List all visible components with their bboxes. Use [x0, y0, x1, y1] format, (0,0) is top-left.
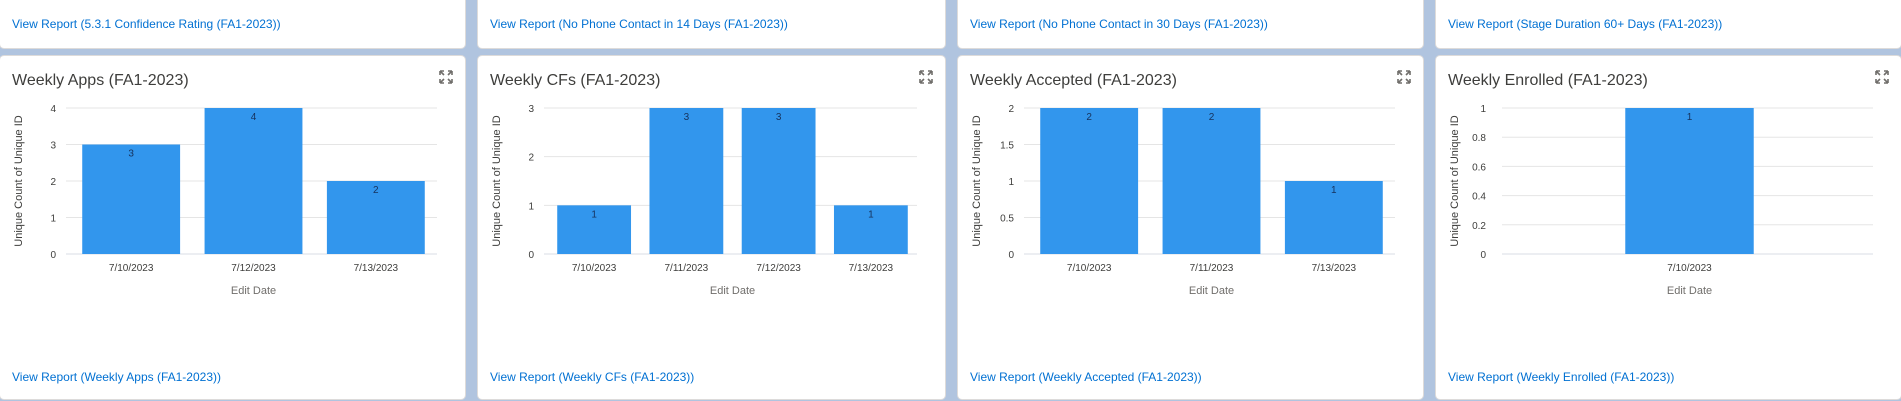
x-axis-label: Edit Date: [231, 285, 276, 297]
view-report-link[interactable]: View Report (Weekly CFs (FA1-2023)): [490, 370, 695, 384]
x-tick-label: 7/13/2023: [849, 263, 894, 274]
x-tick-label: 7/11/2023: [1190, 263, 1234, 274]
expand-icon[interactable]: [919, 70, 933, 84]
bar-chart: Unique Count of Unique ID 0 1 2 3 1 7/10/2023 3…: [491, 104, 917, 297]
bar-7/12/2023: [741, 108, 816, 254]
x-tick-label: 7/12/2023: [756, 263, 801, 274]
y-tick-label: 2: [528, 153, 534, 164]
bar-value-label: 2: [1209, 112, 1215, 123]
y-tick-label: 3: [50, 141, 56, 152]
y-tick-label: 0.5: [1000, 214, 1014, 225]
y-tick-label: 4: [50, 104, 56, 115]
expand-icon[interactable]: [1397, 70, 1411, 84]
card-title: Weekly Apps (FA1-2023): [12, 72, 189, 89]
top-card-no-phone-14: View Report (No Phone Contact in 14 Days…: [478, 0, 945, 48]
bar-chart: Unique Count of Unique ID 0 0.5 1 1.5 2 2 7/10/…: [971, 104, 1395, 297]
expand-icon[interactable]: [1875, 70, 1889, 84]
y-tick-label: 0: [50, 250, 56, 261]
y-tick-label: 0: [528, 250, 534, 261]
bar-7/11/2023: [649, 108, 724, 254]
bar-value-label: 2: [1086, 112, 1092, 123]
bar-7/10/2023: [1040, 108, 1139, 254]
bar-value-label: 3: [776, 112, 782, 123]
x-tick-label: 7/12/2023: [231, 263, 276, 274]
chart-card-weekly-accepted: Weekly Accepted (FA1-2023) Unique Count …: [958, 56, 1423, 399]
y-tick-label: 0.2: [1472, 221, 1486, 232]
bar-value-label: 4: [251, 112, 257, 123]
y-tick-label: 3: [528, 104, 534, 115]
card-title: Weekly Enrolled (FA1-2023): [1448, 72, 1648, 89]
y-tick-label: 0: [1008, 250, 1014, 261]
bar-value-label: 1: [868, 209, 874, 220]
view-report-link[interactable]: View Report (Weekly Enrolled (FA1-2023)): [1448, 370, 1675, 384]
y-axis-label: Unique Count of Unique ID: [491, 115, 503, 247]
x-tick-label: 7/10/2023: [572, 263, 617, 274]
bar-value-label: 3: [684, 112, 690, 123]
bar-value-label: 1: [1331, 185, 1337, 196]
bar-value-label: 3: [128, 149, 134, 160]
bar-7/10/2023: [557, 205, 632, 254]
y-tick-label: 2: [50, 177, 56, 188]
bar-chart: Unique Count of Unique ID 0 1 2 3 4 3 7/10/2023…: [13, 104, 437, 297]
bar-7/13/2023: [1284, 181, 1383, 254]
expand-icon[interactable]: [439, 70, 453, 84]
view-report-link-no-phone-14[interactable]: View Report (No Phone Contact in 14 Days…: [490, 17, 788, 31]
bar-value-label: 1: [1687, 112, 1693, 123]
x-axis-label: Edit Date: [1189, 285, 1234, 297]
y-tick-label: 0: [1480, 250, 1486, 261]
top-card-stage-duration: View Report (Stage Duration 60+ Days (FA…: [1436, 0, 1901, 48]
x-tick-label: 7/13/2023: [1312, 263, 1357, 274]
top-card-confidence-rating: View Report (5.3.1 Confidence Rating (FA…: [0, 0, 465, 48]
y-tick-label: 2: [1008, 104, 1014, 115]
y-axis-label: Unique Count of Unique ID: [971, 115, 983, 247]
bar-7/10/2023: [82, 144, 181, 254]
bar-7/11/2023: [1162, 108, 1261, 254]
x-tick-label: 7/10/2023: [109, 263, 154, 274]
x-tick-label: 7/10/2023: [1067, 263, 1112, 274]
chart-cards-row: Weekly Apps (FA1-2023) Unique Count of U…: [0, 56, 1901, 401]
bar-7/12/2023: [204, 108, 303, 254]
y-tick-label: 0.8: [1472, 133, 1486, 144]
view-report-link-no-phone-30[interactable]: View Report (No Phone Contact in 30 Days…: [970, 17, 1268, 31]
top-card-no-phone-30: View Report (No Phone Contact in 30 Days…: [958, 0, 1423, 48]
chart-card-weekly-cfs: Weekly CFs (FA1-2023) Unique Count of Un…: [478, 56, 945, 399]
card-title: Weekly CFs (FA1-2023): [490, 72, 661, 89]
x-tick-label: 7/11/2023: [665, 263, 709, 274]
x-axis-label: Edit Date: [1667, 285, 1712, 297]
x-axis-label: Edit Date: [710, 285, 755, 297]
bar-chart: Unique Count of Unique ID 0 0.2 0.4 0.6 0.8 1 1…: [1449, 104, 1873, 297]
view-report-link[interactable]: View Report (Weekly Apps (FA1-2023)): [12, 370, 221, 384]
bar-value-label: 1: [591, 209, 597, 220]
y-axis-label: Unique Count of Unique ID: [1449, 115, 1461, 247]
chart-card-weekly-enrolled: Weekly Enrolled (FA1-2023) Unique Count …: [1436, 56, 1901, 399]
top-row-cards: View Report (5.3.1 Confidence Rating (FA…: [0, 0, 1901, 48]
bar-7/13/2023: [326, 181, 425, 254]
y-tick-label: 1: [1008, 177, 1014, 188]
x-tick-label: 7/10/2023: [1667, 263, 1712, 274]
x-tick-label: 7/13/2023: [354, 263, 399, 274]
y-tick-label: 1: [50, 214, 56, 225]
chart-card-weekly-apps: Weekly Apps (FA1-2023) Unique Count of U…: [0, 56, 465, 399]
y-tick-label: 0.6: [1472, 162, 1486, 173]
bar-7/13/2023: [833, 205, 908, 254]
bar-7/10/2023: [1625, 108, 1754, 254]
y-tick-label: 1: [1480, 104, 1486, 115]
bar-value-label: 2: [373, 185, 379, 196]
y-tick-label: 1: [528, 201, 534, 212]
view-report-link-confidence-rating[interactable]: View Report (5.3.1 Confidence Rating (FA…: [12, 17, 281, 31]
y-tick-label: 0.4: [1472, 192, 1486, 203]
view-report-link[interactable]: View Report (Weekly Accepted (FA1-2023)): [970, 370, 1202, 384]
view-report-link-stage-duration[interactable]: View Report (Stage Duration 60+ Days (FA…: [1448, 17, 1723, 31]
y-axis-label: Unique Count of Unique ID: [13, 115, 25, 247]
y-tick-label: 1.5: [1000, 141, 1014, 152]
card-title: Weekly Accepted (FA1-2023): [970, 72, 1177, 89]
